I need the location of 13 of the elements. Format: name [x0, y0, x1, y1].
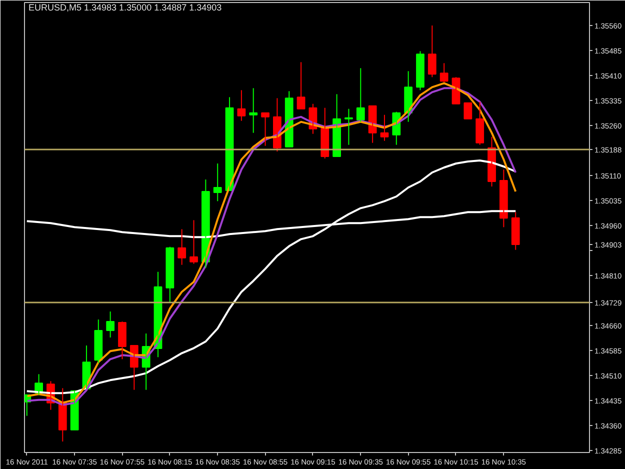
candlestick [106, 311, 115, 338]
candlestick [178, 228, 186, 266]
candlestick [416, 50, 424, 91]
candlestick [464, 102, 472, 120]
candlestick [428, 25, 436, 78]
chart-title: EURUSD,M5 1.34983 1.35000 1.34887 1.34903 [28, 2, 222, 12]
candlestick [249, 88, 258, 134]
candlestick [237, 90, 246, 122]
candlestick [190, 220, 198, 264]
candlestick [344, 108, 353, 146]
candlestick [440, 62, 448, 83]
candlestick [213, 163, 222, 202]
candlestick [261, 112, 270, 146]
